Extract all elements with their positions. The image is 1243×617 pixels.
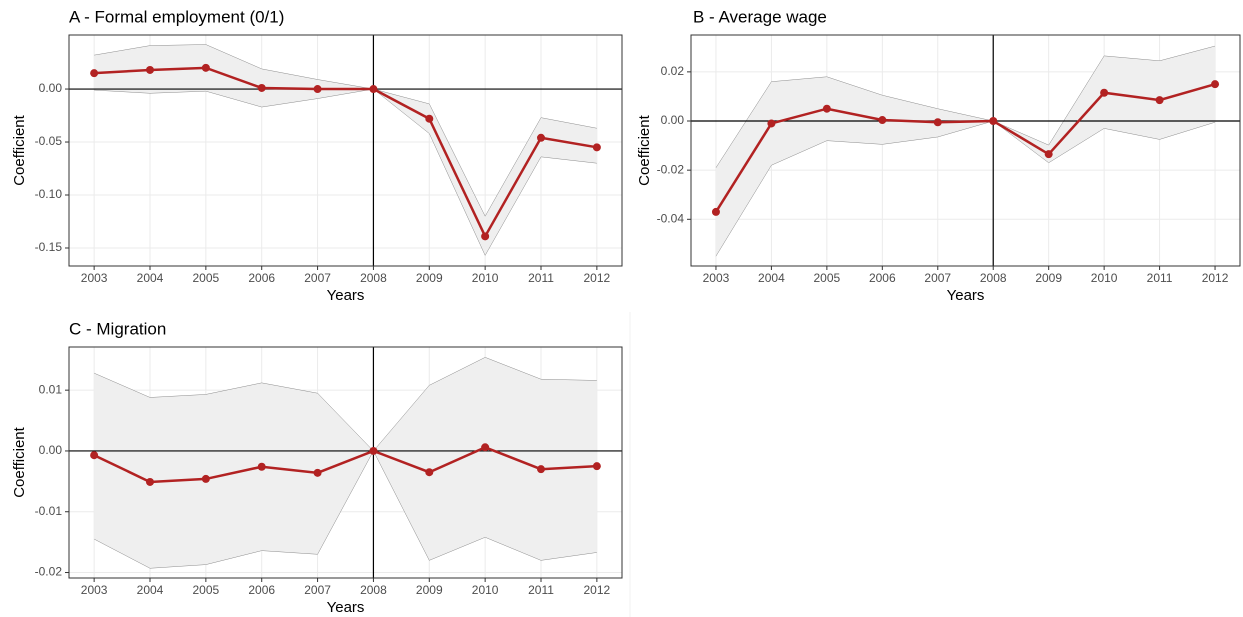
x-tick-label: 2007	[924, 271, 951, 285]
confidence-band	[94, 44, 597, 256]
point	[481, 232, 490, 241]
panel-border	[68, 34, 623, 267]
x-tick-label: 2010	[1091, 271, 1118, 285]
x-tick-label: 2009	[416, 583, 443, 597]
band-edge	[94, 450, 597, 569]
point	[425, 468, 434, 477]
point	[592, 462, 601, 471]
point	[1211, 80, 1220, 89]
point	[711, 207, 720, 216]
y-tick-label: 0.00	[661, 113, 685, 127]
panel-border	[690, 34, 1241, 267]
x-axis-title: Years	[327, 287, 365, 304]
x-axis-title: Years	[327, 599, 365, 616]
point	[1155, 96, 1164, 105]
point	[592, 143, 601, 152]
point	[537, 465, 546, 474]
y-tick-label: 0.02	[661, 64, 685, 78]
x-tick-label: 2009	[1035, 271, 1062, 285]
point	[90, 69, 99, 78]
y-axis-title: Coefficient	[11, 426, 28, 497]
x-tick-label: 2006	[248, 583, 275, 597]
point	[257, 462, 266, 471]
point	[989, 117, 998, 126]
x-tick-label: 2011	[528, 583, 554, 597]
point	[933, 118, 942, 127]
y-tick-label: 0.01	[39, 382, 63, 396]
y-tick-label: -0.01	[35, 504, 63, 518]
x-tick-label: 2004	[137, 271, 164, 285]
point	[257, 83, 266, 92]
point	[313, 468, 322, 477]
x-tick-label: 2006	[248, 271, 275, 285]
y-tick-label: -0.10	[35, 187, 63, 201]
x-tick-label: 2008	[980, 271, 1007, 285]
band-edge	[94, 88, 597, 256]
x-tick-label: 2008	[360, 271, 387, 285]
band-edge	[94, 44, 597, 217]
x-tick-label: 2010	[472, 583, 499, 597]
estimate-line	[714, 82, 1216, 213]
estimate-line	[93, 445, 597, 484]
panel-border	[68, 346, 623, 579]
point	[313, 85, 322, 94]
y-axis-title: Coefficient	[11, 114, 28, 185]
x-axis-title: Years	[947, 287, 985, 304]
x-tick-label: 2003	[703, 271, 730, 285]
confidence-band	[715, 46, 1216, 257]
y-tick-label: -0.04	[657, 211, 685, 225]
estimate-line	[94, 66, 598, 240]
x-tick-label: 2008	[360, 583, 387, 597]
y-tick-label: -0.02	[657, 162, 685, 176]
point	[878, 116, 887, 125]
x-tick-label: 2011	[1147, 271, 1173, 285]
x-tick-label: 2004	[758, 271, 785, 285]
x-tick-label: 2004	[137, 583, 164, 597]
point	[369, 446, 378, 455]
point	[537, 133, 546, 142]
x-tick-label: 2003	[81, 271, 108, 285]
point	[369, 85, 378, 94]
y-tick-label: -0.05	[35, 134, 63, 148]
point	[201, 474, 210, 483]
y-tick-label: -0.02	[35, 565, 63, 579]
chart-title: B - Average wage	[693, 7, 827, 26]
point	[145, 477, 154, 486]
point	[425, 114, 434, 123]
band-edge	[715, 120, 1216, 257]
x-tick-label: 2012	[1202, 271, 1229, 285]
point	[145, 65, 154, 74]
x-tick-label: 2009	[416, 271, 443, 285]
chart-title: C - Migration	[69, 319, 166, 338]
x-tick-label: 2012	[584, 583, 611, 597]
x-tick-label: 2007	[304, 583, 331, 597]
y-tick-label: -0.15	[35, 240, 63, 254]
point	[767, 119, 776, 128]
x-tick-label: 2011	[528, 271, 554, 285]
band-edge	[94, 357, 597, 452]
point	[822, 104, 831, 113]
point	[1044, 150, 1053, 159]
y-tick-label: 0.00	[39, 443, 63, 457]
point	[1100, 88, 1109, 97]
x-tick-label: 2005	[193, 271, 220, 285]
band-edge	[715, 45, 1216, 168]
point	[481, 443, 490, 452]
y-tick-label: 0.00	[39, 81, 63, 95]
x-tick-label: 2007	[304, 271, 331, 285]
x-tick-label: 2006	[869, 271, 896, 285]
point	[201, 63, 210, 72]
x-tick-label: 2012	[584, 271, 611, 285]
x-tick-label: 2003	[81, 583, 108, 597]
y-axis-title: Coefficient	[636, 114, 653, 185]
x-tick-label: 2005	[193, 583, 220, 597]
x-tick-label: 2010	[472, 271, 499, 285]
chart-title: A - Formal employment (0/1)	[69, 7, 284, 26]
point	[90, 451, 99, 460]
x-tick-label: 2005	[814, 271, 841, 285]
